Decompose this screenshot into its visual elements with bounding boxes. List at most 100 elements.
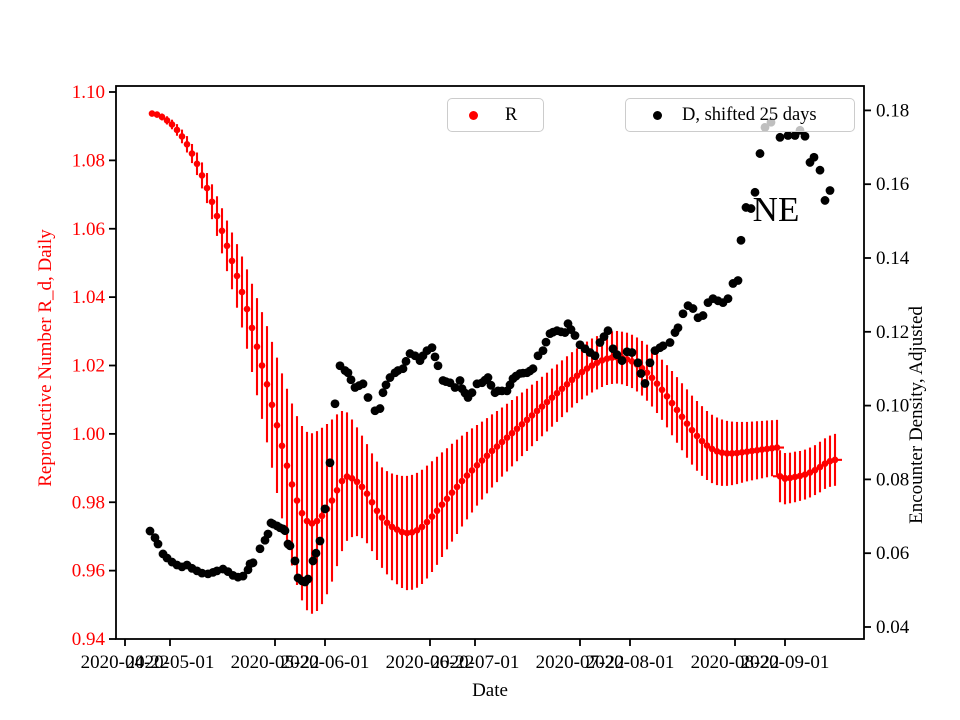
left-tick-label: 1.00 <box>72 424 105 445</box>
r-data-point <box>193 160 201 168</box>
r-data-point <box>348 475 356 482</box>
r-data-point <box>473 462 481 469</box>
right-tick-label: 0.08 <box>876 469 909 490</box>
r-data-point <box>493 443 501 450</box>
r-data-point <box>463 472 471 479</box>
r-data-point <box>398 528 406 536</box>
r-data-point <box>683 420 691 427</box>
r-data-point <box>313 517 321 525</box>
r-data-point <box>763 445 771 453</box>
left-tick-label: 1.04 <box>72 287 106 308</box>
x-tick-label: 2020-04-22 <box>81 652 170 673</box>
r-data-point <box>283 462 291 469</box>
r-data-point <box>738 449 746 456</box>
d-data-point <box>746 204 756 213</box>
d-data-point <box>330 399 340 409</box>
d-data-point <box>280 526 290 536</box>
r-data-point <box>806 469 814 476</box>
r-data-point <box>233 272 241 280</box>
r-data-point <box>518 421 526 428</box>
r-data-point <box>603 355 611 362</box>
d-data-point <box>358 379 368 389</box>
r-data-point <box>413 526 421 534</box>
r-data-point <box>648 374 656 382</box>
r-data-point <box>393 526 401 533</box>
r-data-point <box>733 449 741 457</box>
d-data-point <box>290 556 300 566</box>
left-axis-ticks: 0.94 0.96 0.98 1.00 1.02 1.04 1.06 1.08 1.10 <box>72 82 116 650</box>
left-tick-label: 0.94 <box>72 629 106 650</box>
r-data-point <box>513 425 521 433</box>
r-data-point <box>688 426 696 434</box>
d-data-point <box>263 529 273 539</box>
d-data-point <box>698 311 708 320</box>
d-data-point <box>378 388 388 398</box>
r-data-point <box>303 517 311 525</box>
d-data-point <box>627 348 637 357</box>
r-data-point <box>188 150 196 157</box>
d-data-point <box>145 526 155 536</box>
r-data-point <box>718 449 726 456</box>
d-data-point <box>346 375 356 385</box>
r-data-point <box>263 381 271 388</box>
r-data-point <box>208 198 216 206</box>
r-data-point <box>816 463 824 471</box>
r-data-point <box>298 509 306 517</box>
r-data-point <box>368 498 376 506</box>
r-data-point <box>258 362 266 369</box>
d-data-point <box>825 186 835 195</box>
r-data-point <box>343 473 351 480</box>
r-data-point <box>553 389 561 397</box>
r-data-point <box>243 305 251 313</box>
r-data-point <box>378 514 386 521</box>
r-data-point <box>508 429 516 437</box>
r-data-point <box>218 227 226 235</box>
r-data-point <box>653 380 661 387</box>
d-data-point <box>398 364 408 374</box>
d-data-point <box>736 235 746 245</box>
d-data-point <box>467 388 477 398</box>
r-data-point <box>538 403 546 410</box>
right-tick-label: 0.10 <box>876 396 909 417</box>
right-axis-title: Encounter Density, Adjusted <box>906 306 927 524</box>
r-data-point <box>768 444 776 452</box>
r-data-point <box>173 126 181 134</box>
right-tick-label: 0.16 <box>876 174 909 195</box>
d-data-point <box>590 351 600 361</box>
r-data-point <box>568 376 576 384</box>
d-data-point <box>363 393 373 402</box>
d-data-point <box>255 544 265 554</box>
left-tick-label: 0.98 <box>72 492 105 513</box>
r-data-point <box>723 450 731 457</box>
r-data-point <box>383 519 391 527</box>
r-data-point <box>318 512 326 520</box>
right-axis-ticks: 0.04 0.06 0.08 0.10 0.12 0.14 0.16 0.18 <box>864 100 910 638</box>
r-data-point <box>773 444 781 451</box>
r-data-point <box>578 368 586 376</box>
r-data-point <box>328 497 336 504</box>
r-data-point <box>523 416 531 424</box>
r-data-point <box>693 432 701 440</box>
d-data-point <box>733 276 743 285</box>
r-data-point <box>548 394 556 401</box>
d-data-point <box>430 352 440 362</box>
d-data-point <box>723 294 733 303</box>
legend-d-label: D, shifted 25 days <box>682 104 817 125</box>
r-data-point <box>781 475 789 482</box>
left-tick-label: 1.10 <box>72 82 105 103</box>
d-data-point <box>375 404 385 413</box>
d-data-point <box>809 152 819 162</box>
r-data-point <box>168 121 176 128</box>
r-data-point <box>253 343 261 350</box>
r-data-point <box>598 357 606 364</box>
r-data-point <box>423 518 431 526</box>
r-data-point <box>238 288 246 296</box>
r-data-point <box>183 141 191 148</box>
r-data-point <box>658 386 666 394</box>
r-data-point <box>353 478 361 486</box>
r-data-point <box>678 413 686 421</box>
d-data-point <box>750 187 760 197</box>
left-tick-label: 1.02 <box>72 356 105 377</box>
